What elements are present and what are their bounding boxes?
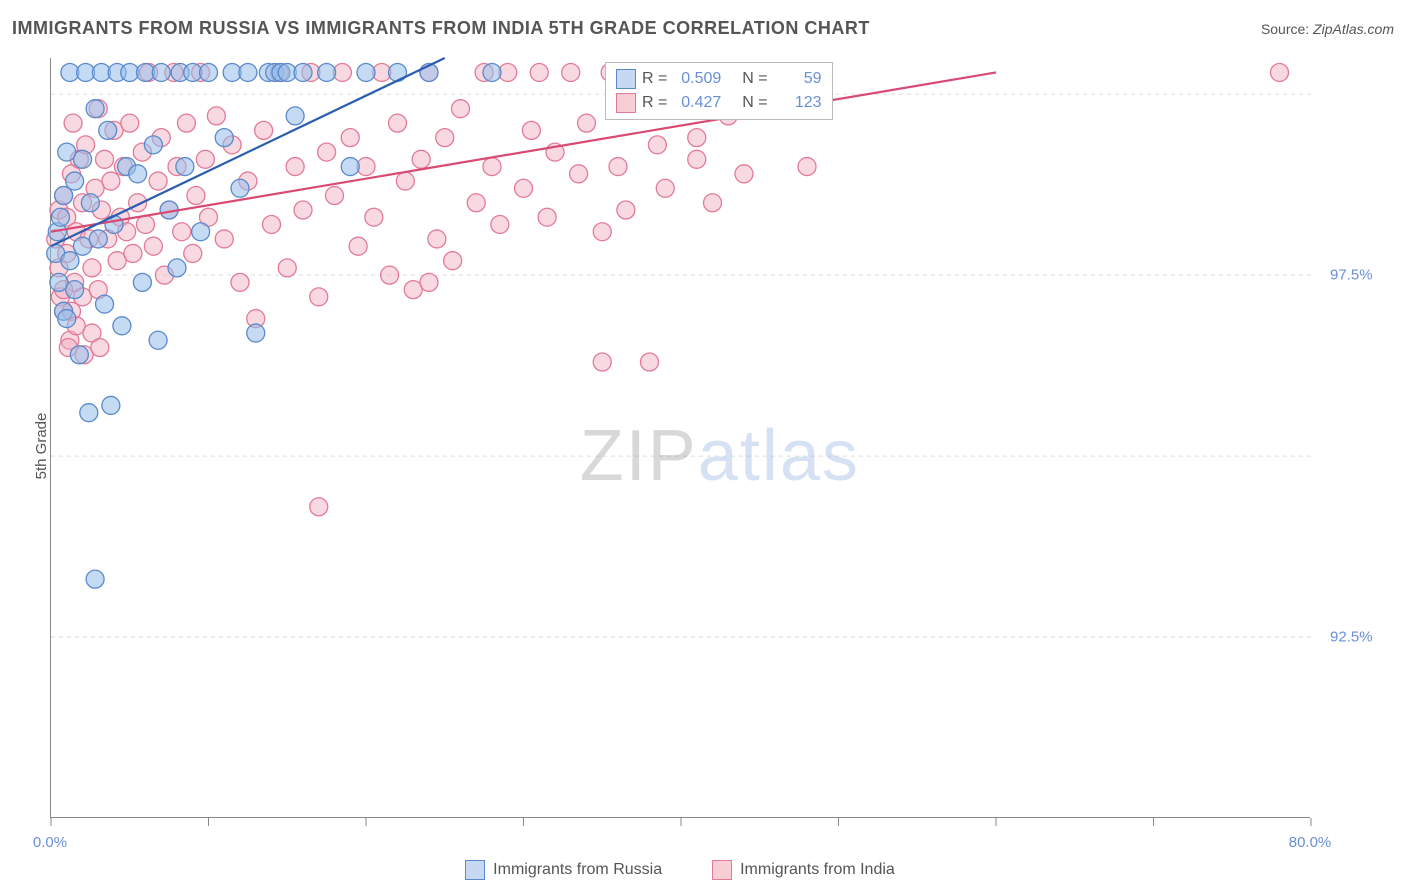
chart-title: IMMIGRANTS FROM RUSSIA VS IMMIGRANTS FRO…	[12, 18, 870, 39]
source-link[interactable]: ZipAtlas.com	[1313, 21, 1394, 37]
y-tick-label: 97.5%	[1330, 267, 1373, 284]
legend-swatch-icon	[465, 860, 485, 880]
stats-row: R =0.509 N =59	[616, 67, 822, 91]
header: IMMIGRANTS FROM RUSSIA VS IMMIGRANTS FRO…	[12, 18, 1394, 39]
y-tick-label: 92.5%	[1330, 629, 1373, 646]
legend-swatch-icon	[712, 860, 732, 880]
y-axis-label: 5th Grade	[33, 413, 50, 480]
x-tick-label: 0.0%	[33, 834, 67, 851]
legend-label: Immigrants from Russia	[493, 861, 662, 879]
plot-area: ZIPatlas R =0.509 N =59R =0.427 N =123	[50, 58, 1310, 818]
legend-swatch-icon	[616, 93, 636, 113]
bottom-legend: Immigrants from Russia Immigrants from In…	[50, 860, 1310, 880]
series-blue	[47, 63, 501, 588]
chart-svg	[51, 58, 1310, 817]
trend-pink	[51, 72, 996, 231]
x-tick-label: 80.0%	[1289, 834, 1332, 851]
correlation-stats-box: R =0.509 N =59R =0.427 N =123	[605, 62, 833, 120]
legend-item: Immigrants from Russia	[465, 860, 662, 880]
source-attribution: Source: ZipAtlas.com	[1261, 21, 1394, 37]
legend-swatch-icon	[616, 69, 636, 89]
series-pink	[47, 63, 1289, 515]
legend-label: Immigrants from India	[740, 861, 895, 879]
legend-item: Immigrants from India	[712, 860, 895, 880]
stats-row: R =0.427 N =123	[616, 91, 822, 115]
